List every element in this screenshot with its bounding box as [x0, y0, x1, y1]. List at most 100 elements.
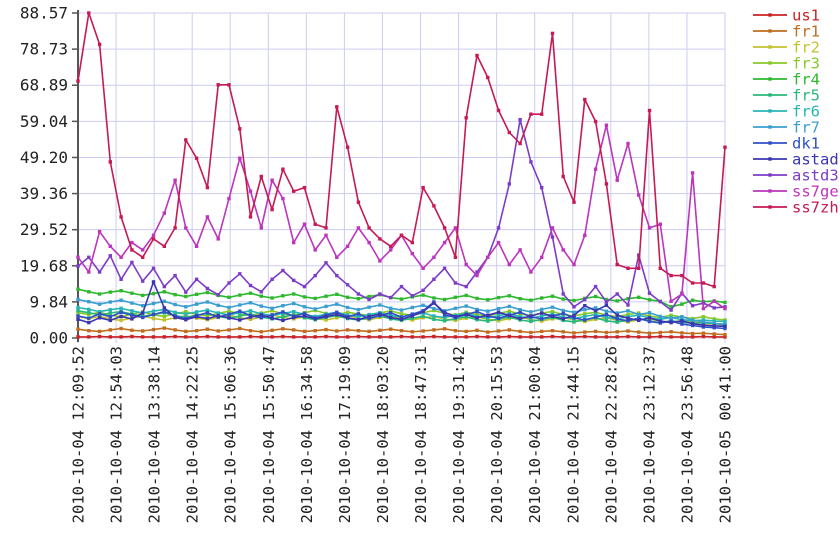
data-point-marker: [270, 306, 274, 310]
data-point-marker: [259, 335, 263, 339]
data-point-marker: [583, 308, 587, 312]
data-point-marker: [518, 315, 522, 319]
data-point-marker: [345, 316, 350, 320]
data-point-marker: [76, 255, 80, 259]
data-point-marker: [76, 314, 80, 318]
data-point-marker: [604, 123, 609, 127]
data-point-marker: [701, 325, 706, 329]
data-point-marker: [238, 314, 242, 318]
data-point-marker: [529, 330, 533, 335]
data-point-marker: [712, 326, 716, 330]
data-point-marker: [421, 288, 425, 292]
data-point-marker: [583, 97, 587, 102]
data-point-marker: [410, 312, 414, 316]
data-point-marker: [345, 310, 350, 314]
series-ss7zh: [76, 11, 727, 289]
data-point-marker: [259, 304, 263, 308]
data-point-marker: [356, 334, 361, 339]
data-point-marker: [367, 226, 371, 230]
data-point-marker: [486, 313, 490, 317]
data-point-marker: [486, 309, 490, 313]
data-point-marker: [701, 306, 706, 311]
data-point-marker: [345, 335, 350, 339]
data-point-marker: [529, 112, 533, 116]
data-point-marker: [302, 305, 307, 309]
data-point-marker: [561, 335, 565, 339]
data-point-marker: [270, 313, 274, 317]
data-point-marker: [550, 334, 555, 339]
data-point-marker: [194, 302, 199, 306]
data-point-marker: [637, 318, 641, 323]
data-point-marker: [626, 309, 630, 313]
data-point-marker: [97, 329, 102, 334]
data-point-marker: [184, 329, 188, 334]
data-point-marker: [205, 308, 210, 312]
data-point-marker: [399, 233, 404, 237]
data-point-marker: [410, 294, 414, 298]
data-point-marker: [238, 156, 242, 160]
data-point-marker: [658, 266, 662, 270]
data-point-marker: [540, 296, 544, 300]
data-point-marker: [442, 226, 447, 230]
data-point-marker: [194, 335, 199, 339]
data-point-marker: [356, 308, 361, 312]
data-point-marker: [378, 312, 382, 316]
data-point-marker: [669, 273, 673, 278]
data-point-marker: [540, 314, 544, 318]
data-point-marker: [97, 292, 102, 296]
data-point-marker: [313, 273, 317, 278]
data-point-marker: [302, 311, 307, 316]
data-point-marker: [723, 305, 727, 309]
data-point-marker: [76, 327, 80, 331]
data-point-marker: [572, 200, 576, 204]
data-point-marker: [626, 312, 630, 317]
data-point-marker: [216, 311, 220, 315]
data-point-marker: [87, 311, 91, 315]
data-point-marker: [259, 174, 263, 179]
data-point-marker: [540, 319, 544, 323]
data-point-marker: [432, 317, 436, 321]
y-tick-label: 29.52: [20, 220, 68, 239]
data-point-marker: [216, 335, 220, 339]
data-point-marker: [486, 255, 490, 259]
data-point-marker: [496, 335, 501, 339]
data-point-marker: [378, 303, 382, 307]
x-tick-label: 2010-10-04 22:28:26: [602, 346, 620, 523]
data-point-marker: [432, 306, 436, 311]
data-point-marker: [647, 226, 652, 230]
data-point-marker: [593, 335, 598, 339]
data-point-marker: [572, 320, 576, 324]
data-point-marker: [151, 301, 156, 306]
data-point-marker: [173, 315, 177, 320]
data-point-marker: [626, 303, 630, 307]
data-point-marker: [205, 327, 210, 331]
data-point-marker: [335, 302, 339, 306]
data-point-marker: [475, 307, 479, 312]
data-point-marker: [507, 182, 511, 186]
data-point-marker: [453, 281, 458, 285]
legend-label: fr3: [792, 55, 820, 73]
data-point-marker: [151, 280, 156, 284]
data-point-marker: [518, 308, 522, 312]
data-point-marker: [205, 215, 210, 219]
data-point-marker: [583, 233, 587, 237]
data-point-marker: [292, 309, 296, 314]
data-point-marker: [173, 328, 177, 332]
data-point-marker: [690, 323, 695, 328]
data-point-marker: [119, 289, 123, 293]
y-tick-label: 49.20: [20, 148, 68, 167]
data-point-marker: [259, 226, 263, 230]
data-point-marker: [690, 281, 695, 285]
x-tick-label: 2010-10-05 00:41:00: [717, 346, 735, 523]
data-point-marker: [378, 259, 382, 263]
data-point-marker: [432, 328, 436, 332]
data-point-marker: [475, 53, 479, 58]
data-point-marker: [529, 310, 533, 314]
data-point-marker: [162, 244, 166, 248]
data-point-marker: [141, 311, 145, 315]
data-point-marker: [108, 244, 112, 248]
data-point-marker: [701, 318, 706, 322]
data-point-marker: [475, 312, 479, 317]
data-point-marker: [399, 284, 404, 289]
data-point-marker: [453, 335, 458, 339]
